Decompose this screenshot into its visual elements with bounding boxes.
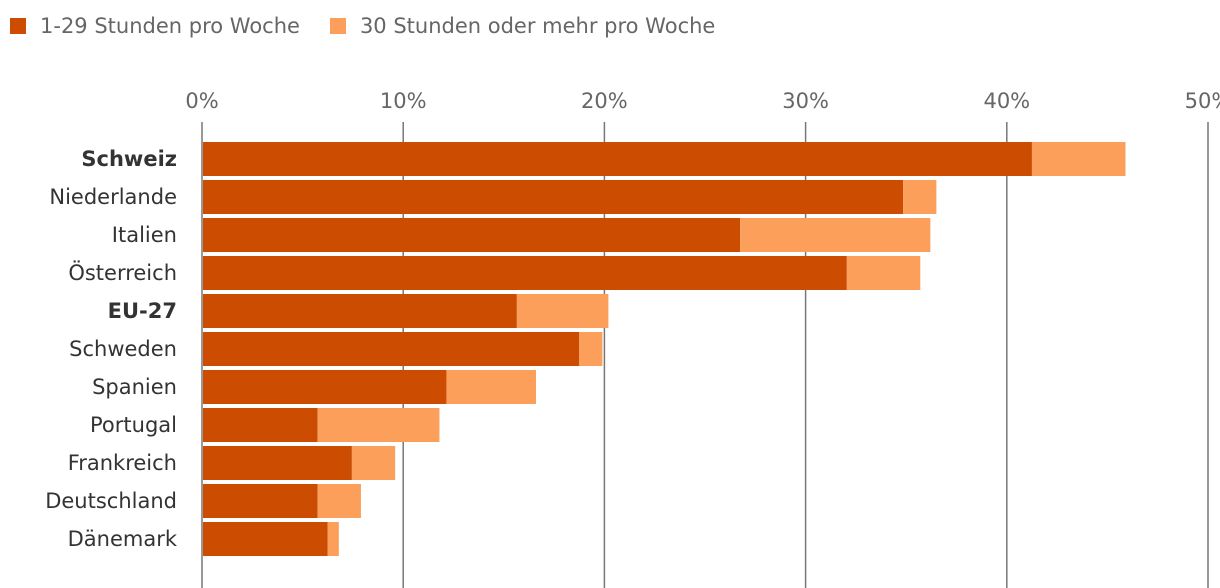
chart-legend: 1-29 Stunden pro Woche 30 Stunden oder m…	[10, 14, 715, 38]
legend-label: 30 Stunden oder mehr pro Woche	[359, 14, 716, 38]
bar-segment	[579, 332, 603, 366]
bar-segment	[203, 180, 904, 214]
x-tick-label: 10%	[380, 89, 427, 113]
category-label: Niederlande	[49, 185, 177, 209]
bar-segment	[203, 142, 1032, 176]
bar-segment	[740, 218, 931, 252]
category-label: Schweden	[69, 337, 177, 361]
bar-segment	[846, 256, 921, 290]
category-label: Deutschland	[45, 489, 177, 513]
bar-segment	[203, 446, 352, 480]
x-tick-label: 20%	[581, 89, 628, 113]
category-label: Dänemark	[68, 527, 178, 551]
category-label: Schweiz	[81, 147, 177, 171]
category-label: Österreich	[68, 260, 177, 285]
x-tick-label: 40%	[983, 89, 1030, 113]
bar-segment	[903, 180, 937, 214]
bar-segment	[203, 332, 580, 366]
legend-swatch	[10, 18, 26, 34]
category-label: EU-27	[108, 299, 177, 323]
x-tick-label: 30%	[782, 89, 829, 113]
legend-item-part-time-short: 1-29 Stunden pro Woche	[10, 14, 300, 38]
bar-segment	[1031, 142, 1126, 176]
bar-segment	[516, 294, 609, 328]
bar-segment	[203, 484, 318, 518]
bar-segment	[203, 522, 328, 556]
category-label: Frankreich	[68, 451, 177, 475]
bar-segment	[203, 370, 447, 404]
legend-label: 1-29 Stunden pro Woche	[40, 14, 300, 38]
x-tick-label: 50%	[1185, 89, 1220, 113]
bar-segment	[351, 446, 396, 480]
x-tick-label: 0%	[185, 89, 218, 113]
bar-segment	[317, 484, 361, 518]
legend-swatch	[329, 18, 346, 34]
bar-segment	[203, 294, 517, 328]
bar-segment	[203, 256, 847, 290]
legend-item-part-time-long: 30 Stunden oder mehr pro Woche	[329, 14, 716, 38]
bar-segment	[203, 408, 318, 442]
category-label: Portugal	[90, 413, 177, 437]
category-label: Spanien	[92, 375, 177, 399]
bar-segment	[317, 408, 440, 442]
bar-segment	[327, 522, 339, 556]
bar-segment	[446, 370, 536, 404]
bar-segment	[203, 218, 741, 252]
category-label: Italien	[112, 223, 177, 247]
